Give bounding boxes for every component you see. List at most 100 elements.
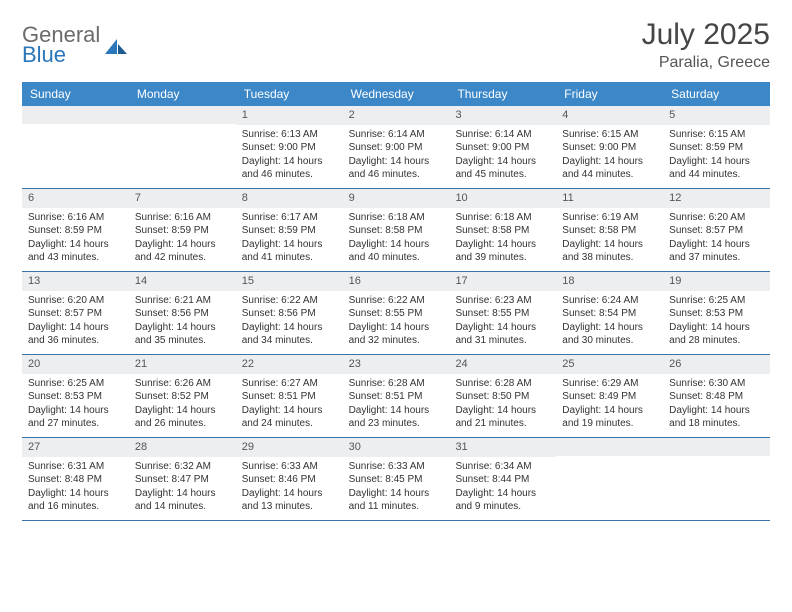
day-cell: 24Sunrise: 6:28 AMSunset: 8:50 PMDayligh…	[449, 355, 556, 437]
day-info-line: Daylight: 14 hours	[242, 155, 337, 169]
day-info-line: and 37 minutes.	[669, 251, 764, 265]
day-info-line: Sunset: 8:55 PM	[455, 307, 550, 321]
day-info-line: Sunrise: 6:29 AM	[562, 377, 657, 391]
day-info-line: Sunset: 8:59 PM	[669, 141, 764, 155]
day-info-line: Sunset: 9:00 PM	[562, 141, 657, 155]
day-info-line: Sunset: 8:52 PM	[135, 390, 230, 404]
day-body: Sunrise: 6:20 AMSunset: 8:57 PMDaylight:…	[22, 291, 129, 354]
day-cell: 15Sunrise: 6:22 AMSunset: 8:56 PMDayligh…	[236, 272, 343, 354]
day-info-line: Daylight: 14 hours	[349, 487, 444, 501]
day-body: Sunrise: 6:25 AMSunset: 8:53 PMDaylight:…	[663, 291, 770, 354]
day-number	[129, 106, 236, 124]
logo-text-block: General Blue	[22, 24, 100, 66]
month-title: July 2025	[642, 18, 770, 52]
day-info-line: and 14 minutes.	[135, 500, 230, 514]
day-info-line: Daylight: 14 hours	[455, 404, 550, 418]
day-info-line: Sunrise: 6:18 AM	[455, 211, 550, 225]
day-body: Sunrise: 6:14 AMSunset: 9:00 PMDaylight:…	[449, 125, 556, 188]
day-number: 25	[556, 355, 663, 374]
day-info-line: Sunset: 8:50 PM	[455, 390, 550, 404]
day-header: Friday	[556, 82, 663, 106]
day-info-line: Sunset: 8:45 PM	[349, 473, 444, 487]
day-info-line: Sunrise: 6:19 AM	[562, 211, 657, 225]
calendar-page: General Blue July 2025 Paralia, Greece S…	[0, 0, 792, 539]
day-cell: 2Sunrise: 6:14 AMSunset: 9:00 PMDaylight…	[343, 106, 450, 188]
day-cell: 26Sunrise: 6:30 AMSunset: 8:48 PMDayligh…	[663, 355, 770, 437]
day-info-line: Daylight: 14 hours	[135, 487, 230, 501]
day-cell: 13Sunrise: 6:20 AMSunset: 8:57 PMDayligh…	[22, 272, 129, 354]
day-info-line: Daylight: 14 hours	[349, 155, 444, 169]
day-cell: 16 Sunrise: 6:22 AMSunset: 8:55 PMDayligh…	[343, 272, 450, 354]
day-cell	[663, 438, 770, 520]
day-info-line: Sunrise: 6:33 AM	[242, 460, 337, 474]
day-info-line: Daylight: 14 hours	[669, 321, 764, 335]
day-body	[129, 124, 236, 133]
day-body: Sunrise: 6:28 AMSunset: 8:50 PMDaylight:…	[449, 374, 556, 437]
day-body: Sunrise: 6:15 AMSunset: 8:59 PMDaylight:…	[663, 125, 770, 188]
day-cell: 8Sunrise: 6:17 AMSunset: 8:59 PMDaylight…	[236, 189, 343, 271]
day-number: 19	[663, 272, 770, 291]
day-cell: 7Sunrise: 6:16 AMSunset: 8:59 PMDaylight…	[129, 189, 236, 271]
day-info-line: Sunset: 9:00 PM	[349, 141, 444, 155]
day-info-line: Sunrise: 6:30 AM	[669, 377, 764, 391]
day-body: Sunrise: 6:26 AMSunset: 8:52 PMDaylight:…	[129, 374, 236, 437]
day-body	[22, 124, 129, 133]
day-info-line: and 32 minutes.	[349, 334, 444, 348]
day-body: Sunrise: 6:13 AMSunset: 9:00 PMDaylight:…	[236, 125, 343, 188]
day-body: Sunrise: 6:15 AMSunset: 9:00 PMDaylight:…	[556, 125, 663, 188]
day-info-line: Sunrise: 6:13 AM	[242, 128, 337, 142]
day-cell: 10Sunrise: 6:18 AMSunset: 8:58 PMDayligh…	[449, 189, 556, 271]
day-info-line: and 24 minutes.	[242, 417, 337, 431]
day-info-line: Sunset: 8:48 PM	[669, 390, 764, 404]
day-cell: 17Sunrise: 6:23 AMSunset: 8:55 PMDayligh…	[449, 272, 556, 354]
day-number: 20	[22, 355, 129, 374]
day-info-line: Daylight: 14 hours	[349, 321, 444, 335]
day-info-line: and 21 minutes.	[455, 417, 550, 431]
day-info-line: Sunrise: 6:22 AM	[349, 294, 444, 308]
day-info-line: Sunset: 8:55 PM	[349, 307, 444, 321]
day-info-line: and 35 minutes.	[135, 334, 230, 348]
day-number: 15	[236, 272, 343, 291]
day-info-line: and 45 minutes.	[455, 168, 550, 182]
day-number: 24	[449, 355, 556, 374]
day-info-line: and 27 minutes.	[28, 417, 123, 431]
day-info-line: Sunrise: 6:31 AM	[28, 460, 123, 474]
day-body: Sunrise: 6:34 AMSunset: 8:44 PMDaylight:…	[449, 457, 556, 520]
day-cell	[556, 438, 663, 520]
day-cell: 12Sunrise: 6:20 AMSunset: 8:57 PMDayligh…	[663, 189, 770, 271]
day-info-line: Daylight: 14 hours	[455, 487, 550, 501]
day-info-line: and 18 minutes.	[669, 417, 764, 431]
day-info-line: Sunrise: 6:34 AM	[455, 460, 550, 474]
day-number: 14	[129, 272, 236, 291]
day-number: 4	[556, 106, 663, 125]
day-header: Tuesday	[236, 82, 343, 106]
day-info-line: Sunrise: 6:14 AM	[349, 128, 444, 142]
day-number: 16	[343, 272, 450, 291]
day-info-line: Sunrise: 6:25 AM	[669, 294, 764, 308]
week-row: 6Sunrise: 6:16 AMSunset: 8:59 PMDaylight…	[22, 189, 770, 272]
day-info-line: Sunrise: 6:15 AM	[562, 128, 657, 142]
day-body: Sunrise: 6:25 AMSunset: 8:53 PMDaylight:…	[22, 374, 129, 437]
day-info-line: Daylight: 14 hours	[28, 321, 123, 335]
day-info-line: and 42 minutes.	[135, 251, 230, 265]
day-number	[663, 438, 770, 456]
day-info-line: and 43 minutes.	[28, 251, 123, 265]
day-info-line: Sunset: 8:57 PM	[28, 307, 123, 321]
day-info-line: Daylight: 14 hours	[669, 155, 764, 169]
day-info-line: Sunset: 8:58 PM	[562, 224, 657, 238]
day-info-line: Sunset: 8:56 PM	[242, 307, 337, 321]
day-info-line: Sunset: 8:49 PM	[562, 390, 657, 404]
day-body: Sunrise: 6:17 AMSunset: 8:59 PMDaylight:…	[236, 208, 343, 271]
day-info-line: Sunrise: 6:28 AM	[349, 377, 444, 391]
day-number: 21	[129, 355, 236, 374]
day-info-line: Sunset: 8:51 PM	[242, 390, 337, 404]
day-info-line: Sunrise: 6:14 AM	[455, 128, 550, 142]
day-body: Sunrise: 6:31 AMSunset: 8:48 PMDaylight:…	[22, 457, 129, 520]
day-cell: 14Sunrise: 6:21 AMSunset: 8:56 PMDayligh…	[129, 272, 236, 354]
day-number: 31	[449, 438, 556, 457]
day-info-line: Sunrise: 6:24 AM	[562, 294, 657, 308]
day-number: 12	[663, 189, 770, 208]
day-info-line: Daylight: 14 hours	[455, 155, 550, 169]
day-info-line: Sunset: 8:53 PM	[28, 390, 123, 404]
day-number: 18	[556, 272, 663, 291]
